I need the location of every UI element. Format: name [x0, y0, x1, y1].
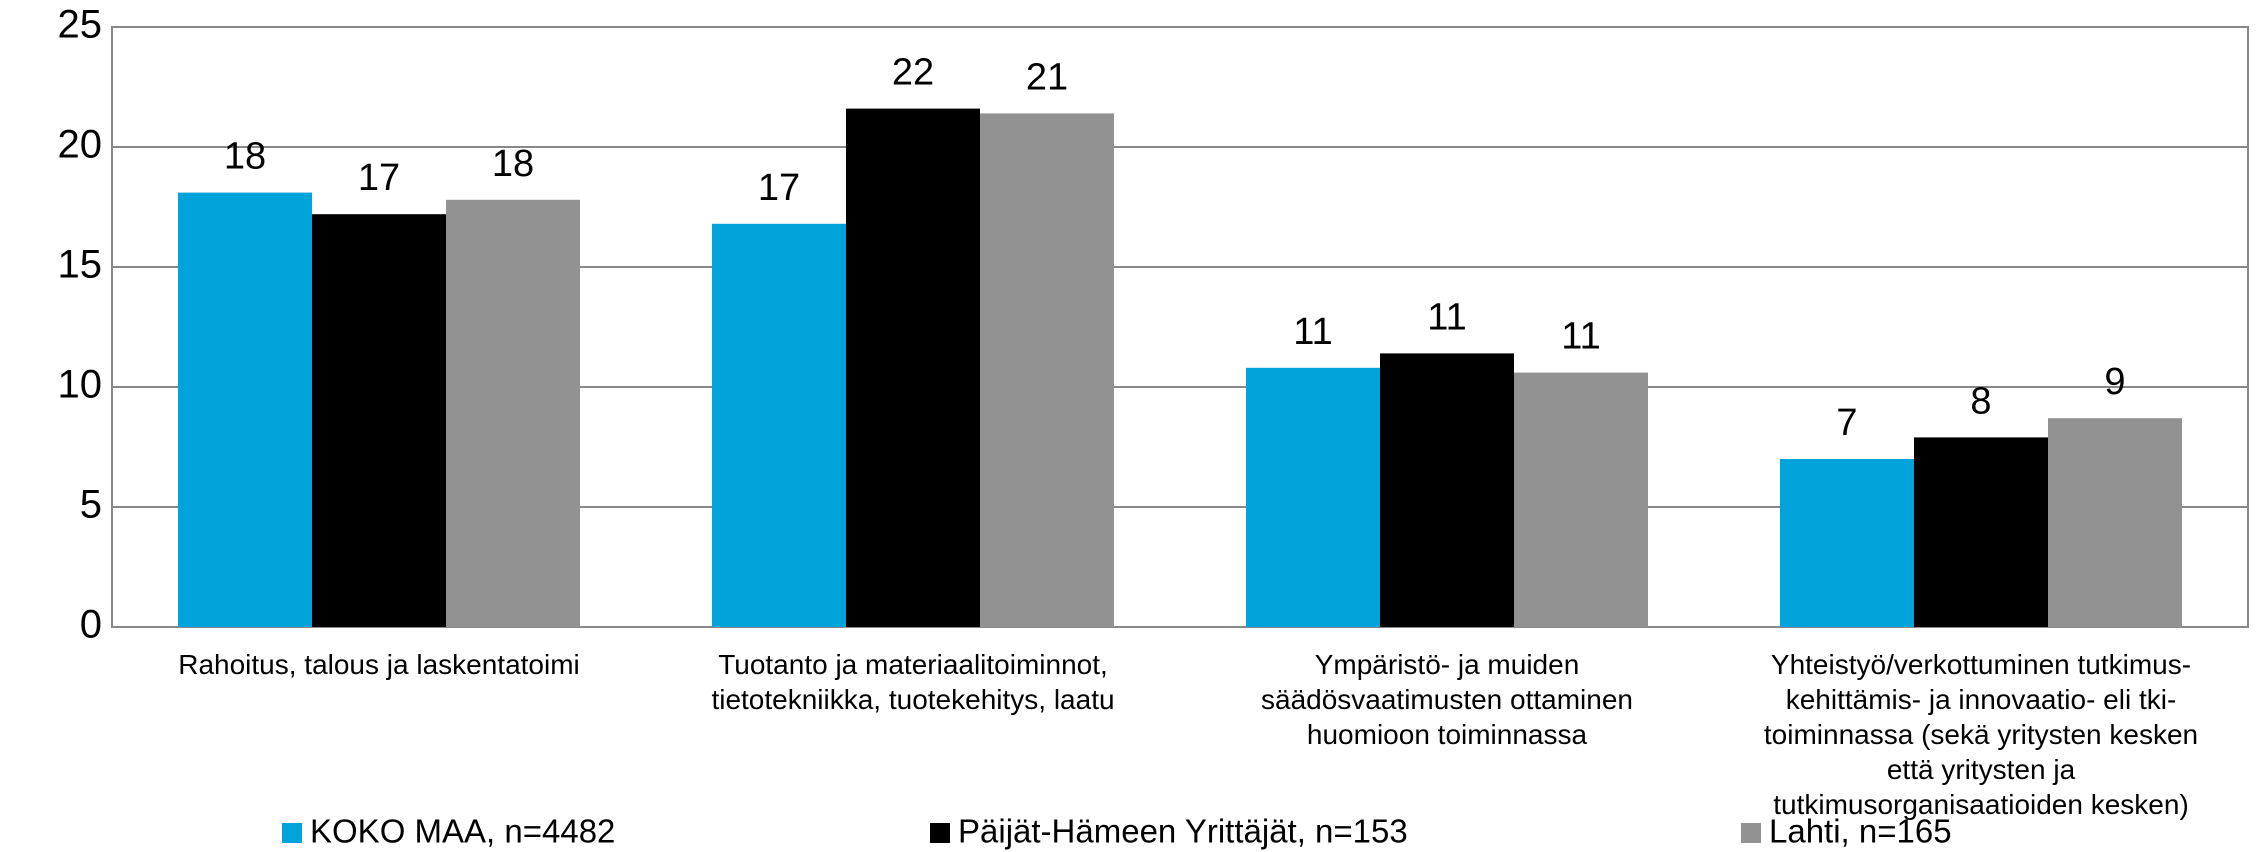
- x-tick-label-line: että yritysten ja: [1887, 754, 2076, 785]
- legend-label: KOKO MAA, n=4482: [310, 813, 615, 850]
- y-tick-label: 0: [80, 603, 102, 647]
- value-label: 11: [1561, 316, 1600, 358]
- legend-swatch: [1741, 823, 1761, 843]
- x-tick-label-line: Yhteistyö/verkottuminen tutkimus-: [1771, 649, 2191, 680]
- value-label: 22: [892, 52, 934, 94]
- bar: [1380, 353, 1514, 627]
- y-tick-label: 15: [58, 243, 103, 287]
- value-label: 18: [224, 136, 266, 178]
- bar: [1514, 372, 1648, 627]
- x-tick-label-line: kehittämis- ja innovaatio- eli tki-: [1786, 684, 2177, 715]
- value-label: 18: [492, 143, 534, 185]
- value-label: 8: [1970, 380, 1991, 422]
- x-tick-label-line: huomioon toiminnassa: [1307, 719, 1588, 750]
- value-label: 7: [1836, 402, 1857, 444]
- value-label: 11: [1293, 311, 1332, 353]
- bar: [446, 199, 580, 628]
- x-tick-label: Rahoitus, talous ja laskentatoimi: [178, 649, 580, 680]
- bar: [1914, 437, 2048, 627]
- bar: [980, 113, 1114, 627]
- bar: [1246, 367, 1380, 627]
- x-tick-label-line: toiminnassa (sekä yritysten kesken: [1764, 719, 2198, 750]
- x-tick-label-line: tietotekniikka, tuotekehitys, laatu: [711, 684, 1114, 715]
- x-tick-label: Tuotanto ja materiaalitoiminnot, tietotek…: [711, 649, 1114, 715]
- value-label: 17: [358, 157, 400, 199]
- bar: [178, 192, 312, 627]
- y-tick-label: 25: [58, 3, 103, 47]
- y-tick-label: 5: [80, 483, 102, 527]
- bar: [1780, 459, 1914, 627]
- bar: [846, 108, 980, 628]
- legend-swatch: [282, 823, 302, 843]
- value-label: 21: [1026, 56, 1068, 98]
- x-tick-label-line: Ympäristö- ja muiden: [1315, 649, 1580, 680]
- value-label: 17: [758, 167, 800, 209]
- bar: [2048, 418, 2182, 627]
- legend-swatch: [930, 823, 950, 843]
- legend-label: Päijät-Hämeen Yrittäjät, n=153: [958, 813, 1408, 850]
- y-tick-label: 10: [58, 363, 103, 407]
- value-label: 11: [1427, 296, 1466, 338]
- bar: [712, 223, 846, 628]
- x-tick-label-line: säädösvaatimusten ottaminen: [1261, 684, 1633, 715]
- x-tick-label: Yhteistyö/verkottuminen tutkimus-kehittä…: [1764, 649, 2198, 820]
- x-tick-label-line: tutkimusorganisaatioiden kesken): [1773, 789, 2189, 820]
- x-tick-label: Ympäristö- ja muiden säädösvaatimusten ot…: [1261, 649, 1633, 750]
- y-tick-label: 20: [58, 123, 103, 167]
- x-tick-label-line: Rahoitus, talous ja laskentatoimi: [178, 649, 580, 680]
- value-label: 9: [2104, 361, 2125, 403]
- legend-label: Lahti, n=165: [1769, 813, 1952, 850]
- bar: [312, 214, 446, 627]
- x-tick-label-line: Tuotanto ja materiaalitoiminnot,: [718, 649, 1108, 680]
